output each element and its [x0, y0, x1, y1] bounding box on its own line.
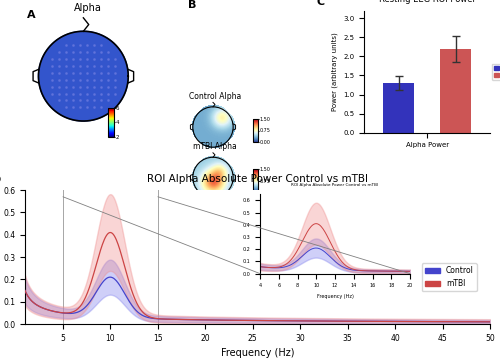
Title: Resting EEG ROI Power: Resting EEG ROI Power: [378, 0, 476, 4]
Title: Alpha: Alpha: [74, 3, 102, 13]
Bar: [440, 49, 472, 132]
Title: Control Alpha: Control Alpha: [189, 92, 241, 101]
Text: B: B: [188, 0, 197, 10]
Title: mTBI Alpha: mTBI Alpha: [193, 142, 237, 151]
Text: D: D: [0, 175, 2, 185]
X-axis label: Frequency (Hz): Frequency (Hz): [316, 294, 354, 299]
Title: ROI Alpha Absolute Power Control vs mTBI: ROI Alpha Absolute Power Control vs mTBI: [292, 183, 378, 187]
X-axis label: Frequency (Hz): Frequency (Hz): [221, 348, 294, 358]
Text: A: A: [27, 10, 36, 20]
Legend: Control, mTBI: Control, mTBI: [492, 63, 500, 80]
Y-axis label: Power (arbitrary units): Power (arbitrary units): [332, 32, 338, 111]
Bar: [383, 83, 414, 132]
Legend: Control, mTBI: Control, mTBI: [422, 263, 477, 291]
Circle shape: [38, 31, 128, 121]
Title: ROI Alpha Absolute Power Control vs mTBI: ROI Alpha Absolute Power Control vs mTBI: [147, 174, 368, 184]
Text: C: C: [316, 0, 324, 7]
